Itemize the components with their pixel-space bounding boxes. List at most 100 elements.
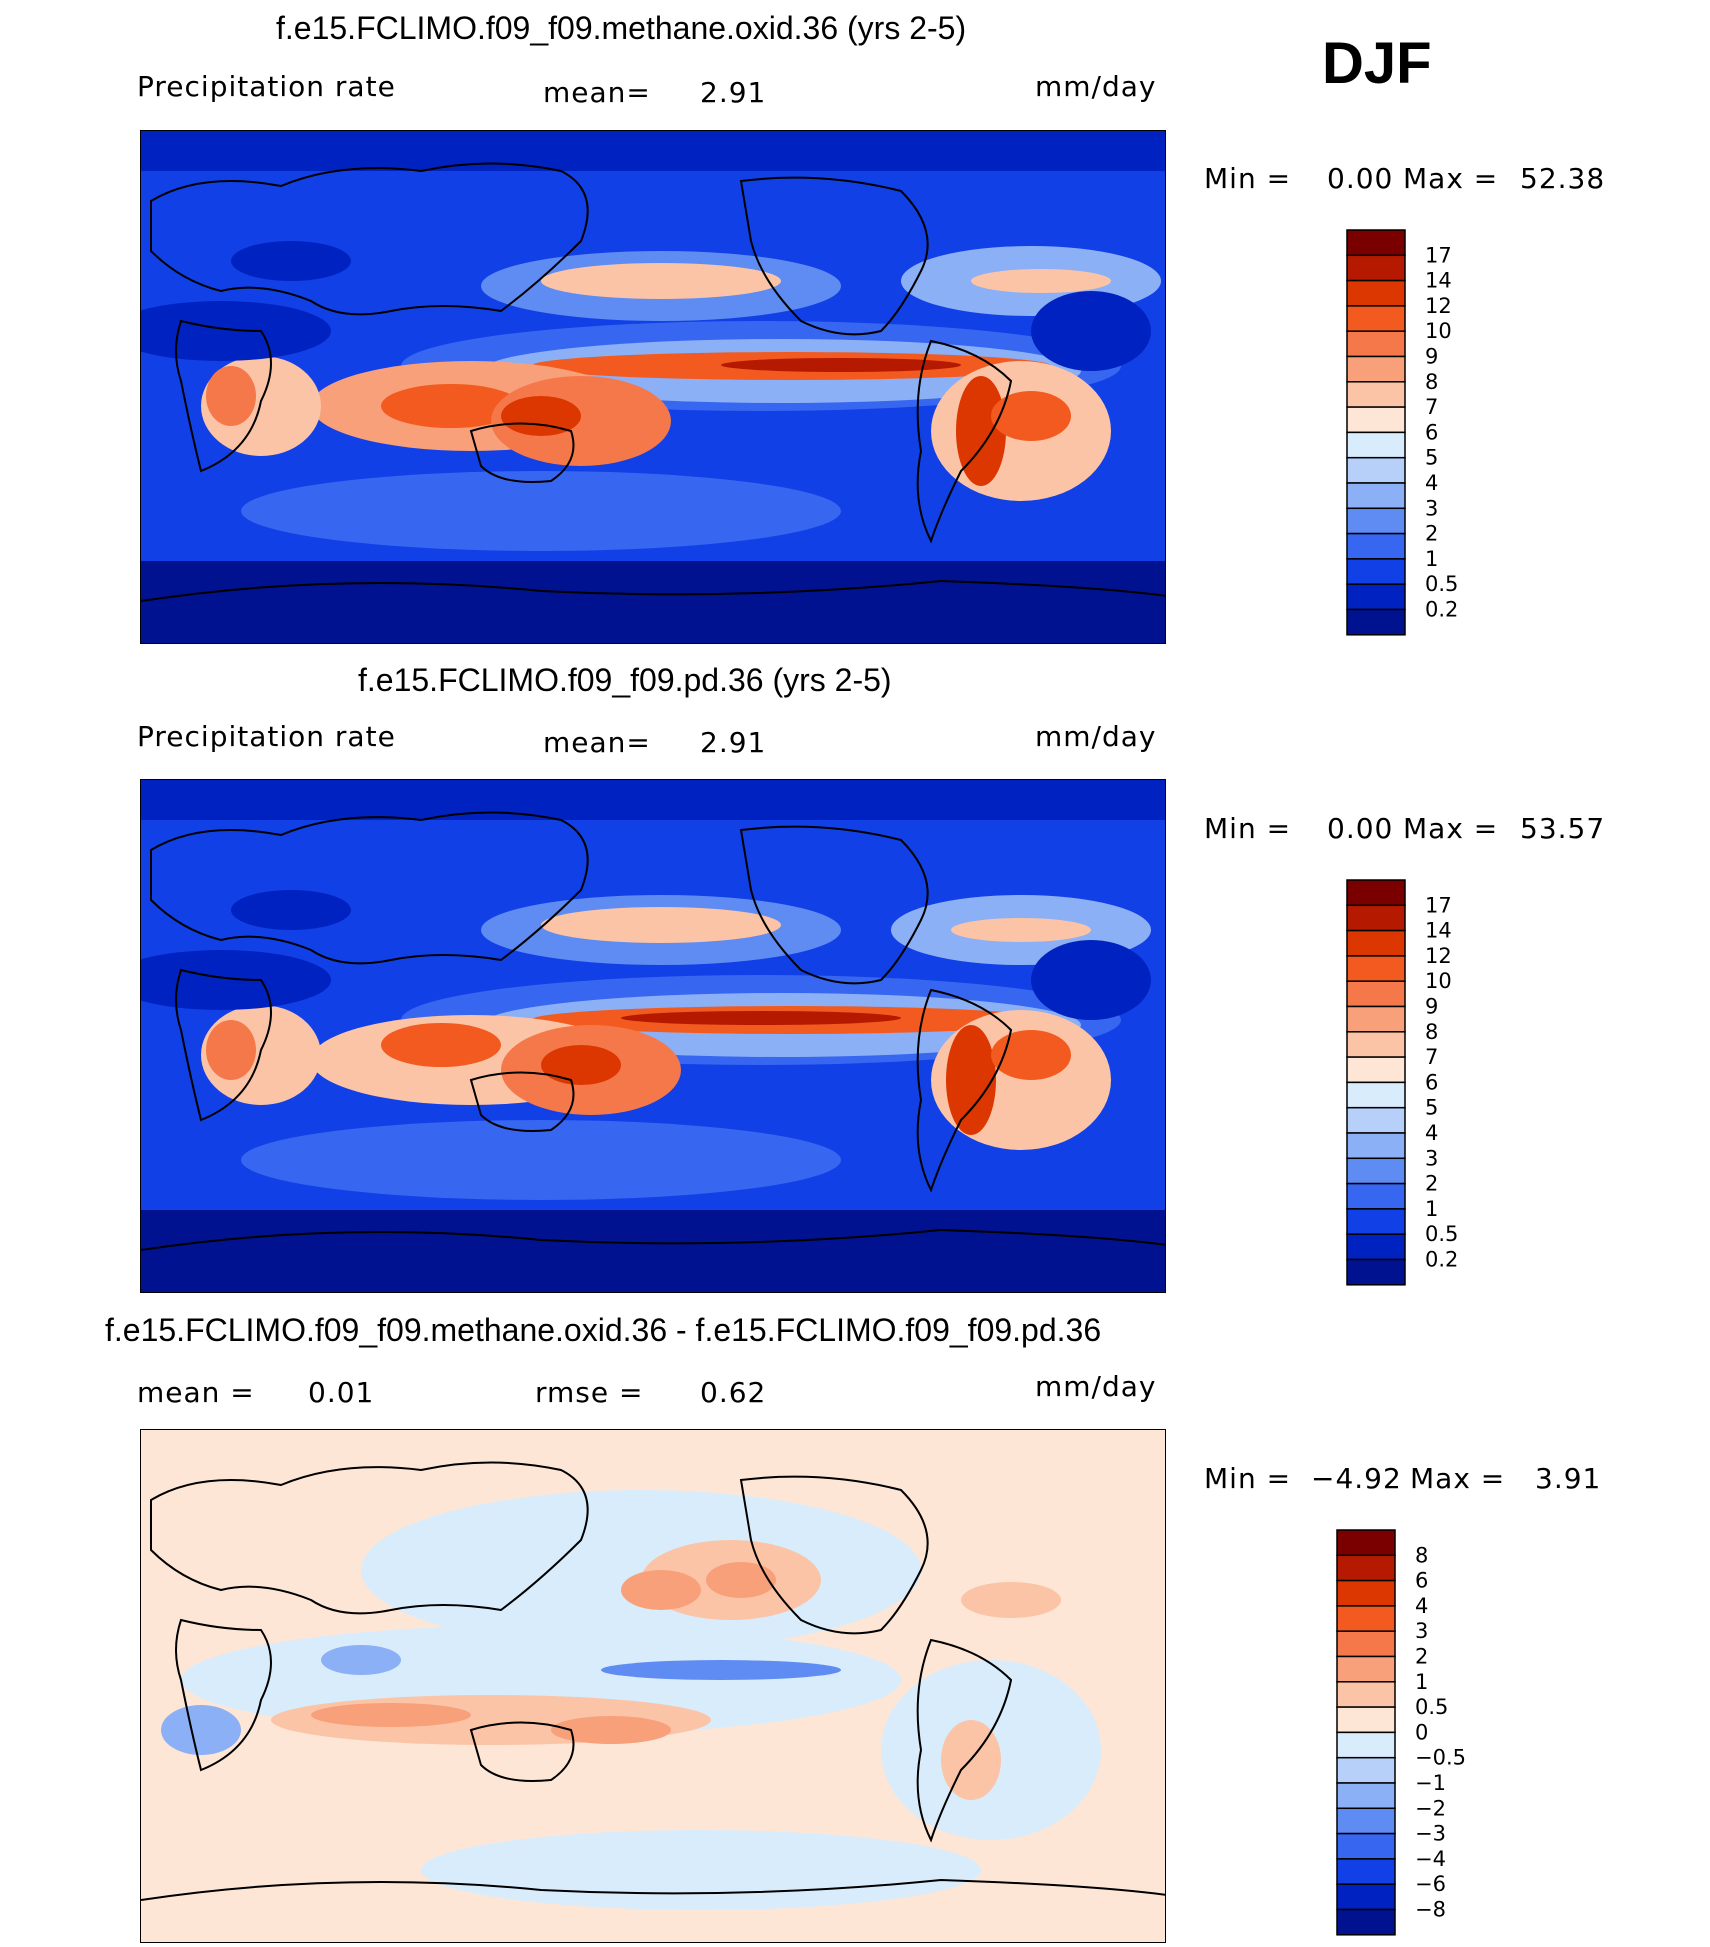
panel3-title: f.e15.FCLIMO.f09_f09.methane.oxid.36 - f… — [105, 1312, 1102, 1348]
colorbar-swatch — [1346, 1005, 1406, 1033]
panel3-rmse-label: rmse = — [535, 1376, 644, 1409]
colorbar-swatch — [1346, 406, 1406, 434]
colorbar-swatch — [1336, 1554, 1396, 1582]
colorbar-tick-label: 8 — [1425, 370, 1438, 394]
panel3-colorbar: 8 6 4 3 2 1 0.5 0 −0.5 −1 −2 −3 −4 −6 −8 — [1335, 1528, 1505, 1943]
panel1-min-label: Min = — [1204, 162, 1292, 195]
colorbar-swatch — [1336, 1908, 1396, 1936]
colorbar-tick-label: 14 — [1425, 919, 1452, 943]
colorbar-tick-label: 0.5 — [1425, 1222, 1458, 1246]
colorbar-tick-label: 6 — [1425, 420, 1438, 444]
colorbar-tick-label: 4 — [1425, 471, 1438, 495]
colorbar-tick-label: 12 — [1425, 294, 1452, 318]
colorbar-swatch — [1346, 254, 1406, 282]
colorbar-swatch — [1346, 355, 1406, 383]
colorbar-swatch — [1336, 1756, 1396, 1784]
panel2-colorbar: 17 14 12 10 9 8 7 6 5 4 3 2 1 0.5 0.2 — [1345, 878, 1505, 1293]
colorbar-swatch — [1346, 1081, 1406, 1109]
panel3-max-label: Max = — [1410, 1462, 1506, 1495]
colorbar-tick-label: 3 — [1425, 496, 1438, 520]
colorbar-tick-label: −0.5 — [1415, 1746, 1466, 1770]
colorbar-swatch — [1336, 1579, 1396, 1607]
panel1-units: mm/day — [1035, 70, 1157, 103]
colorbar-swatch — [1336, 1706, 1396, 1734]
colorbar-swatch — [1346, 1157, 1406, 1185]
panel1-variable-label: Precipitation rate — [137, 70, 396, 103]
panel2-title: f.e15.FCLIMO.f09_f09.pd.36 (yrs 2-5) — [358, 662, 892, 698]
colorbar-tick-label: 0 — [1415, 1720, 1428, 1744]
panel3-mean-label: mean = — [137, 1376, 255, 1409]
colorbar-swatch — [1346, 1208, 1406, 1235]
colorbar-swatch — [1346, 955, 1406, 982]
colorbar-tick-label: 17 — [1425, 243, 1452, 267]
colorbar-tick-label: 9 — [1425, 345, 1438, 369]
panel1-colorbar: 17 14 12 10 9 8 7 6 5 4 3 2 1 0.5 0.2 — [1345, 228, 1505, 643]
colorbar-tick-label: −2 — [1415, 1796, 1446, 1820]
colorbar-tick-label: −1 — [1415, 1771, 1446, 1795]
panel2-max-label: Max = — [1403, 812, 1499, 845]
panel2-map — [140, 779, 1166, 1293]
panel1-map-svg — [141, 131, 1165, 643]
panel1-mean-value: 2.91 — [700, 76, 767, 109]
colorbar-swatch — [1346, 1132, 1406, 1160]
panel1-mean-label: mean= — [543, 76, 651, 109]
colorbar-tick-label: 6 — [1425, 1070, 1438, 1094]
panel3-map-svg — [141, 1430, 1165, 1942]
colorbar-tick-label: 8 — [1425, 1020, 1438, 1044]
colorbar-tick-label: −3 — [1415, 1822, 1446, 1846]
panel3-map — [140, 1429, 1166, 1943]
colorbar-tick-label: 5 — [1425, 446, 1438, 470]
colorbar-tick-label: 2 — [1425, 522, 1438, 546]
colorbar-tick-label: 4 — [1425, 1121, 1438, 1145]
colorbar-swatch — [1346, 583, 1406, 611]
panel3-units: mm/day — [1035, 1370, 1157, 1403]
colorbar-swatch — [1346, 608, 1406, 636]
colorbar-tick-label: 10 — [1425, 319, 1452, 343]
colorbar-tick-label: 7 — [1425, 1045, 1438, 1069]
colorbar-swatch — [1336, 1731, 1396, 1759]
colorbar-tick-label: 3 — [1425, 1146, 1438, 1170]
colorbar-swatch — [1346, 279, 1406, 307]
panel2-variable-label: Precipitation rate — [137, 720, 396, 753]
colorbar-swatch — [1336, 1782, 1396, 1810]
panel1-max-label: Max = — [1403, 162, 1499, 195]
colorbar-tick-label: 0.2 — [1425, 598, 1458, 622]
panel2-min-value: 0.00 — [1327, 812, 1394, 845]
colorbar-tick-label: 7 — [1425, 395, 1438, 419]
panel2-units: mm/day — [1035, 720, 1157, 753]
colorbar-swatch — [1346, 305, 1406, 332]
colorbar-tick-label: 1 — [1415, 1670, 1428, 1694]
season-label: DJF — [1322, 31, 1432, 96]
panel3-min-label: Min = — [1204, 1462, 1292, 1495]
colorbar-tick-label: 6 — [1415, 1569, 1428, 1593]
colorbar-swatch — [1336, 1655, 1396, 1683]
colorbar-swatch — [1346, 330, 1406, 358]
colorbar-swatch — [1336, 1807, 1396, 1835]
panel2-min-label: Min = — [1204, 812, 1292, 845]
colorbar-swatch — [1346, 1031, 1406, 1058]
colorbar-swatch — [1336, 1883, 1396, 1911]
colorbar-tick-label: 5 — [1425, 1096, 1438, 1120]
colorbar-tick-label: 1 — [1425, 1197, 1438, 1221]
colorbar-swatch — [1346, 229, 1406, 257]
colorbar-swatch — [1346, 1258, 1406, 1286]
colorbar-swatch — [1346, 1182, 1406, 1210]
colorbar-swatch — [1336, 1858, 1396, 1885]
colorbar-swatch — [1336, 1832, 1396, 1860]
colorbar-tick-label: −4 — [1415, 1847, 1446, 1871]
colorbar-tick-label: −8 — [1415, 1898, 1446, 1922]
colorbar-swatch — [1346, 1056, 1406, 1084]
panel2-mean-value: 2.91 — [700, 726, 767, 759]
colorbar-tick-label: 3 — [1415, 1619, 1428, 1643]
panel1-map — [140, 130, 1166, 644]
panel1-max-value: 52.38 — [1520, 162, 1606, 195]
colorbar-swatch — [1346, 431, 1406, 459]
colorbar-swatch — [1346, 507, 1406, 535]
colorbar-swatch — [1346, 980, 1406, 1008]
colorbar-tick-label: 10 — [1425, 969, 1452, 993]
colorbar-swatch — [1346, 381, 1406, 408]
colorbar-swatch — [1346, 879, 1406, 907]
panel3-max-value: 3.91 — [1535, 1462, 1602, 1495]
